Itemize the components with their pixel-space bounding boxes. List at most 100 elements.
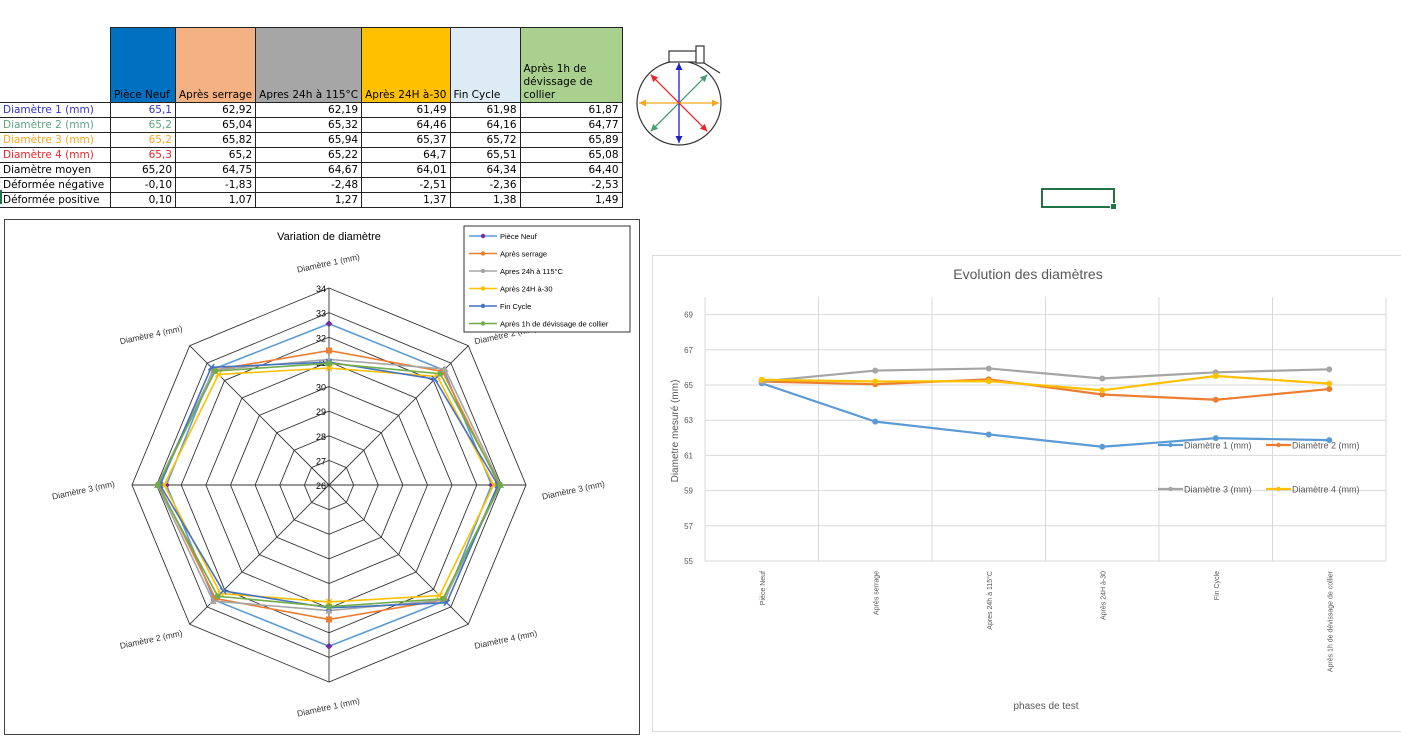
table-row: Diamètre 1 (mm) 65,1 62,92 62,19 61,49 61,98 6…	[0, 102, 623, 118]
row-label[interactable]: Déformée positive	[0, 192, 111, 208]
marker-stroke	[219, 587, 227, 595]
data-point	[1099, 443, 1106, 450]
table-cell[interactable]: 65,37	[361, 132, 451, 148]
table-cell[interactable]: 64,40	[519, 162, 623, 178]
table-cell[interactable]: 61,49	[361, 102, 451, 118]
legend-item[interactable]: Après serrage	[469, 250, 547, 259]
table-cell[interactable]: 1,37	[361, 192, 451, 208]
row-label[interactable]: Diamètre 2 (mm)	[0, 117, 111, 133]
axis-label: Diamètre 3 (mm)	[541, 479, 606, 502]
tick-label: 33	[316, 309, 326, 319]
column-header[interactable]: Après 24H à-30	[361, 27, 451, 103]
table-cell[interactable]: 64,7	[361, 147, 451, 163]
axis-label: Diamètre 1 (mm)	[296, 252, 361, 275]
table-cell[interactable]: 65,72	[449, 132, 521, 148]
legend-marker	[480, 268, 486, 274]
data-point	[1212, 373, 1219, 380]
table-cell[interactable]: -0,10	[110, 177, 176, 193]
table-cell[interactable]: 65,2	[110, 132, 176, 148]
row-label[interactable]: Diamètre 1 (mm)	[0, 102, 111, 118]
table-cell[interactable]: 65,51	[449, 147, 521, 163]
legend-item[interactable]: Fin Cycle	[469, 302, 531, 311]
legend-item[interactable]: Après 1h de dévissage de collier	[469, 320, 609, 329]
arrow-head-icon	[675, 63, 683, 70]
table-cell[interactable]: 1,07	[174, 192, 257, 208]
table-cell[interactable]: 61,87	[519, 102, 623, 118]
legend-marker	[480, 286, 486, 291]
marker-stroke	[214, 370, 222, 378]
row-label[interactable]: Déformée négative	[0, 177, 111, 193]
row-label[interactable]: Diamètre 3 (mm)	[0, 132, 111, 148]
data-point	[209, 597, 217, 604]
row-label[interactable]: Diamètre 4 (mm)	[0, 147, 111, 163]
column-header[interactable]: Après 1h de dévissage de collier	[519, 27, 623, 103]
table-cell[interactable]: 65,20	[110, 162, 176, 178]
table-cell[interactable]: 65,94	[255, 132, 363, 148]
y-tick-label: 55	[684, 557, 693, 566]
data-point	[325, 364, 333, 372]
legend-item[interactable]: Pièce Neuf	[469, 232, 538, 241]
table-cell[interactable]: 64,75	[174, 162, 257, 178]
table-cell[interactable]: 65,08	[519, 147, 623, 163]
table-cell[interactable]: -2,48	[255, 177, 363, 193]
table-cell[interactable]: 0,10	[110, 192, 176, 208]
table-cell[interactable]: 64,46	[361, 117, 451, 133]
table-cell[interactable]: 64,34	[449, 162, 521, 178]
table-cell[interactable]: 65,22	[255, 147, 363, 163]
data-point	[1326, 386, 1333, 393]
legend-item[interactable]: Diamètre 3 (mm)	[1158, 485, 1252, 495]
y-tick-label: 65	[684, 381, 693, 390]
header-corner-cell[interactable]	[0, 27, 111, 103]
table-cell[interactable]: 1,38	[449, 192, 521, 208]
table-cell[interactable]: 65,82	[174, 132, 257, 148]
table-cell[interactable]: 65,32	[255, 117, 363, 133]
table-cell[interactable]: 64,01	[361, 162, 451, 178]
table-cell[interactable]: 65,1	[110, 102, 176, 118]
table-cell[interactable]: 65,89	[519, 132, 623, 148]
line-chart[interactable]: Evolution des diamètres 55 57 59 61 63 65 67 69…	[652, 255, 1401, 732]
table-cell[interactable]: 62,19	[255, 102, 363, 118]
table-cell[interactable]: -2,51	[361, 177, 451, 193]
table-cell[interactable]: 1,27	[255, 192, 363, 208]
tick-label: 30	[316, 383, 326, 393]
row-label[interactable]: Diamètre moyen	[0, 162, 111, 178]
chart-legend[interactable]: Pièce Neuf Après serrage Apres 24h à 115°C…	[463, 225, 631, 333]
table-cell[interactable]: -1,83	[174, 177, 257, 193]
table-cell[interactable]: -2,36	[449, 177, 521, 193]
chart-legend[interactable]: Diamètre 1 (mm) Diamètre 2 (mm) Diamètre 3…	[1158, 441, 1360, 495]
table-cell[interactable]: 64,16	[449, 117, 521, 133]
table-cell[interactable]: 65,04	[174, 117, 257, 133]
table-cell[interactable]: 62,92	[174, 102, 257, 118]
table-row: Diamètre 4 (mm) 65,3 65,2 65,22 64,7 65,51 65,…	[0, 147, 623, 163]
data-point	[1326, 380, 1333, 387]
data-point	[212, 595, 219, 602]
data-point	[212, 368, 219, 375]
selected-cell[interactable]	[1041, 188, 1117, 210]
fill-handle[interactable]	[1110, 203, 1117, 210]
table-cell[interactable]: 64,77	[519, 117, 623, 133]
axis-label: Diamètre 1 (mm)	[296, 696, 361, 719]
table-cell[interactable]: 64,67	[255, 162, 363, 178]
axis-label: Diamètre 4 (mm)	[473, 628, 538, 651]
tick-label: 29	[316, 407, 326, 417]
table-cell[interactable]: -2,53	[519, 177, 623, 193]
table-cell[interactable]: 65,2	[174, 147, 257, 163]
legend-label: Diamètre 3 (mm)	[1184, 485, 1252, 495]
column-header[interactable]: Après serrage	[174, 27, 257, 103]
column-header[interactable]: Pièce Neuf	[110, 27, 176, 103]
table-cell[interactable]: 1,49	[519, 192, 623, 208]
legend-marker	[1276, 486, 1281, 492]
radar-chart[interactable]: Variation de diamètre 26 27 28 29 30 31 32 33 34…	[4, 219, 640, 735]
legend-item[interactable]: Diamètre 1 (mm)	[1158, 441, 1252, 451]
legend-item[interactable]: Apres 24h à 115°C	[469, 267, 563, 276]
tick-label: 32	[316, 333, 326, 343]
radar-chart-svg: Variation de diamètre 262728293031323334…	[51, 225, 631, 719]
table-cell[interactable]: 65,2	[110, 117, 176, 133]
table-cell[interactable]: 61,98	[449, 102, 521, 118]
legend-item[interactable]: Diamètre 2 (mm)	[1266, 441, 1360, 451]
table-cell[interactable]: 65,3	[110, 147, 176, 163]
column-header[interactable]: Apres 24h à 115°C	[255, 27, 363, 103]
legend-item[interactable]: Après 24H à-30	[469, 285, 553, 294]
column-header[interactable]: Fin Cycle	[449, 27, 521, 103]
legend-item[interactable]: Diamètre 4 (mm)	[1266, 485, 1360, 495]
